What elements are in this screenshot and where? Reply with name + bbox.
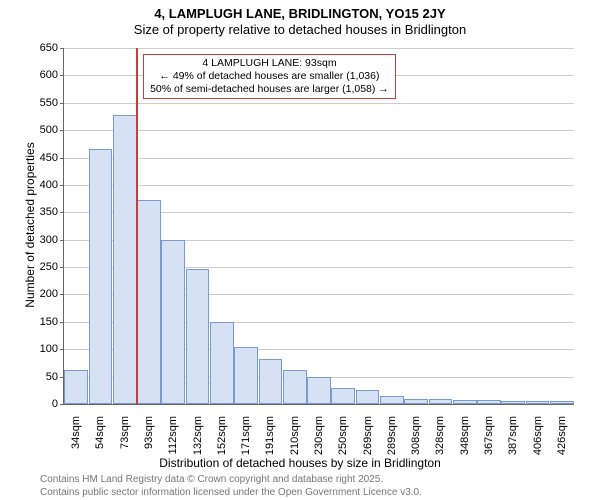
x-tick-label: 387sqm — [507, 416, 519, 476]
bar — [234, 347, 258, 405]
y-tick-label: 50 — [18, 371, 58, 383]
bar — [113, 115, 137, 404]
plot-area — [64, 48, 574, 404]
x-tick-label: 426sqm — [556, 416, 568, 476]
chart-title-main: 4, LAMPLUGH LANE, BRIDLINGTON, YO15 2JY — [0, 0, 600, 21]
grid-line — [64, 158, 574, 159]
bar — [526, 401, 550, 404]
y-tick-label: 600 — [18, 69, 58, 81]
bar — [356, 390, 380, 404]
x-tick-label: 73sqm — [119, 416, 131, 476]
x-tick-label: 132sqm — [192, 416, 204, 476]
bar — [186, 269, 210, 404]
chart-title-sub: Size of property relative to detached ho… — [0, 21, 600, 41]
y-tick-mark — [60, 103, 64, 104]
y-tick-mark — [60, 349, 64, 350]
bar — [404, 399, 428, 404]
y-tick-mark — [60, 212, 64, 213]
y-tick-label: 650 — [18, 42, 58, 54]
y-tick-label: 100 — [18, 343, 58, 355]
bar — [137, 200, 161, 404]
bar — [307, 377, 331, 404]
y-tick-mark — [60, 158, 64, 159]
y-tick-label: 200 — [18, 288, 58, 300]
y-tick-mark — [60, 130, 64, 131]
x-tick-label: 210sqm — [289, 416, 301, 476]
grid-line — [64, 130, 574, 131]
y-tick-label: 400 — [18, 179, 58, 191]
x-tick-label: 54sqm — [94, 416, 106, 476]
bar — [453, 400, 477, 404]
bar — [259, 359, 283, 404]
y-tick-label: 300 — [18, 234, 58, 246]
marker-line — [136, 48, 138, 404]
y-tick-label: 550 — [18, 97, 58, 109]
footer-line2: Contains public sector information licen… — [40, 487, 422, 500]
x-tick-label: 230sqm — [313, 416, 325, 476]
chart-container: 4, LAMPLUGH LANE, BRIDLINGTON, YO15 2JY … — [0, 0, 600, 500]
y-tick-mark — [60, 185, 64, 186]
bar — [477, 400, 501, 404]
grid-line — [64, 103, 574, 104]
x-tick-label: 34sqm — [70, 416, 82, 476]
y-tick-label: 150 — [18, 316, 58, 328]
x-tick-label: 328sqm — [434, 416, 446, 476]
x-tick-label: 348sqm — [459, 416, 471, 476]
bar — [89, 149, 113, 404]
x-tick-label: 112sqm — [167, 416, 179, 476]
y-tick-mark — [60, 322, 64, 323]
x-tick-label: 171sqm — [240, 416, 252, 476]
y-tick-mark — [60, 48, 64, 49]
y-tick-mark — [60, 75, 64, 76]
x-tick-label: 269sqm — [362, 416, 374, 476]
x-tick-label: 152sqm — [216, 416, 228, 476]
bar — [501, 401, 525, 404]
x-tick-label: 406sqm — [532, 416, 544, 476]
y-tick-label: 0 — [18, 398, 58, 410]
y-tick-label: 250 — [18, 261, 58, 273]
x-axis-line — [64, 404, 574, 405]
x-tick-label: 308sqm — [410, 416, 422, 476]
annotation-line3: 50% of semi-detached houses are larger (… — [150, 83, 389, 96]
y-tick-label: 450 — [18, 152, 58, 164]
x-tick-label: 191sqm — [264, 416, 276, 476]
bar — [210, 322, 234, 404]
x-tick-label: 367sqm — [483, 416, 495, 476]
y-axis-line — [63, 48, 64, 404]
grid-line — [64, 185, 574, 186]
y-tick-mark — [60, 240, 64, 241]
y-tick-mark — [60, 294, 64, 295]
y-tick-mark — [60, 267, 64, 268]
y-tick-label: 350 — [18, 206, 58, 218]
x-tick-label: 289sqm — [386, 416, 398, 476]
bar — [331, 388, 355, 404]
x-tick-label: 250sqm — [337, 416, 349, 476]
annotation-box: 4 LAMPLUGH LANE: 93sqm ← 49% of detached… — [143, 54, 396, 99]
bar — [380, 396, 404, 404]
bar — [550, 401, 574, 404]
bar — [161, 240, 185, 404]
bar — [283, 370, 307, 404]
x-tick-label: 93sqm — [143, 416, 155, 476]
y-tick-label: 500 — [18, 124, 58, 136]
y-tick-mark — [60, 404, 64, 405]
annotation-line1: 4 LAMPLUGH LANE: 93sqm — [150, 57, 389, 70]
bar — [64, 370, 88, 404]
grid-line — [64, 48, 574, 49]
footer-attribution: Contains HM Land Registry data © Crown c… — [40, 474, 422, 499]
annotation-line2: ← 49% of detached houses are smaller (1,… — [150, 70, 389, 83]
bar — [429, 399, 453, 404]
